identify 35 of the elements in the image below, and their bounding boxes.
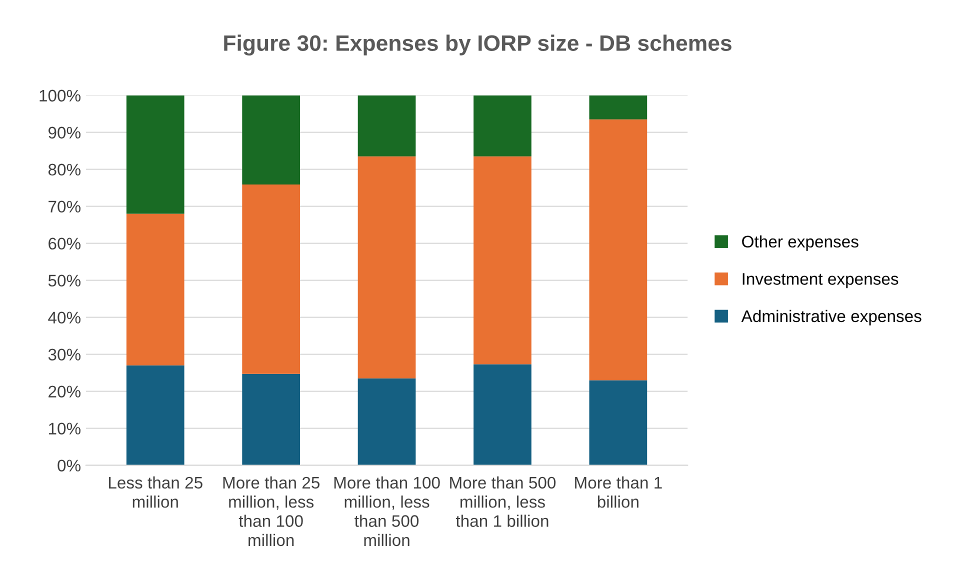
y-tick-label: 80%: [48, 164, 80, 176]
bar: [126, 214, 184, 366]
bar: [126, 95, 184, 214]
y-tick-label: 0%: [58, 460, 80, 472]
legend-label: Administrative expenses: [741, 310, 922, 326]
x-tick-label: More than 25 million, less than 100 million: [223, 476, 320, 546]
bar: [474, 95, 532, 156]
bar: [589, 119, 648, 380]
y-tick-label: 70%: [48, 200, 80, 213]
legend-label: Investment expenses: [742, 273, 898, 288]
bar: [358, 378, 416, 466]
bar: [242, 184, 300, 374]
bar: [589, 95, 648, 120]
legend-label: Other expenses: [742, 235, 858, 251]
y-tick-label: 30%: [48, 348, 80, 361]
y-tick-label: 40%: [48, 312, 80, 324]
bar: [242, 374, 300, 466]
x-tick-label: More than 500 million, less than 1 billion: [450, 476, 556, 527]
bar: [126, 365, 184, 466]
x-tick-label: Less than 25 million: [109, 476, 202, 508]
bar: [474, 156, 532, 364]
y-tick-label: 60%: [48, 238, 80, 250]
bar: [474, 364, 532, 466]
bar: [358, 156, 416, 378]
y-tick-label: 10%: [49, 422, 80, 434]
chart-title: Figure 30: Expenses by IORP size - DB schemes: [224, 34, 732, 56]
x-tick-label: More than 1 billion: [575, 476, 662, 508]
y-tick-label: 90%: [48, 126, 80, 139]
bar: [358, 95, 416, 156]
bar: [589, 380, 648, 466]
y-tick-label: 20%: [48, 386, 80, 398]
x-tick-label: More than 100 million, less than 500 million: [334, 476, 440, 546]
y-tick-label: 50%: [48, 274, 80, 287]
bar: [242, 95, 300, 185]
y-tick-label: 100%: [40, 90, 80, 102]
